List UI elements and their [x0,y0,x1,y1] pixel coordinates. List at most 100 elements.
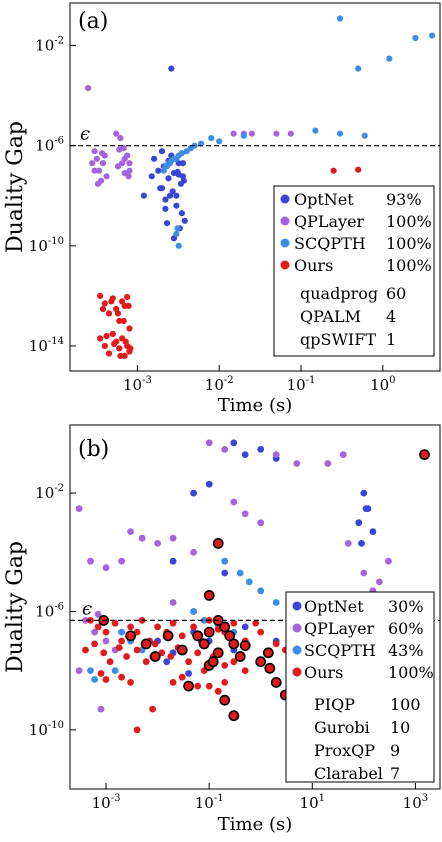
point-optnet-12 [169,557,177,565]
point-ours-20 [116,345,123,352]
panel-b: ϵ (b) 10-3 10-1 101 103 10-10 10-6 10-2 Time … [3,424,441,835]
point-qplayer-0 [85,85,92,92]
x-tick-label-3: 100 [370,375,395,394]
point-ours-outlined-9 [207,656,219,668]
solver-b-row-3-value: 9 [390,741,400,760]
point-ours-outlined-24 [262,647,274,659]
legend-a-scqpth-percent: 100% [386,234,432,253]
point-optnet-10 [173,202,180,209]
point-qplayer-9 [205,439,213,447]
point-scqpth-5 [312,127,319,134]
point-scqpth-27 [175,242,182,249]
panel-b-legend-box [285,591,435,783]
point-ours-9 [154,623,162,631]
point-qplayer-26 [248,130,255,137]
solver-a-row-1-value: 60 [386,284,406,303]
point-ours-38 [97,670,105,677]
x-tick-label-0: 10-3 [123,375,152,394]
point-ours-28 [151,640,159,648]
point-ours-outlined-14 [228,638,240,650]
panel-a-x-axis-label: Time (s) [218,395,293,416]
x-tick-label-1: 10-1 [195,793,224,812]
point-qplayer-7 [169,534,177,542]
panel-b-y-ticks: 10-10 10-6 10-2 [29,483,76,739]
point-optnet-2 [230,439,238,447]
point-optnet-17 [241,623,249,631]
point-ours-26 [133,646,141,654]
point-optnet-8 [355,519,363,527]
point-ours-outlined-15 [234,651,246,662]
legend-a-qplayer-marker [280,216,290,226]
point-optnet-0 [190,489,198,497]
legend-a-ours-percent: 100% [386,256,432,275]
point-scqpth-3 [386,55,393,62]
point-ours-outlined-6 [192,630,204,642]
point-optnet-1 [205,480,213,488]
point-optnet-7 [165,175,172,182]
point-scqpth-2 [429,32,436,39]
point-scqpth-21 [111,667,119,674]
point-ours-42 [169,679,177,686]
point-qplayer-21 [114,163,122,170]
point-optnet-4 [155,167,162,174]
point-qplayer-28 [102,637,110,645]
point-optnet-0 [168,65,175,72]
point-optnet-11 [362,505,370,512]
point-optnet-3 [151,155,158,162]
panel-a-frame [69,2,441,372]
point-optnet-29 [179,160,186,167]
point-qplayer-19 [360,569,368,577]
x-tick-label-2: 10-1 [287,375,316,394]
panel-a-legend-box [273,185,435,357]
solver-b-row-1-name: PIQP [314,695,355,714]
point-scqpth-4 [355,65,362,72]
legend-b-ours-marker [292,667,302,677]
point-scqpth-14 [183,148,190,155]
point-optnet-4 [257,446,265,453]
point-qplayer-22 [385,557,392,565]
point-qplayer-12 [241,510,249,518]
legend-a-optnet-name: OptNet [294,190,354,209]
panel-b-epsilon-label: ϵ [82,598,92,619]
point-ours-outlined-28 [419,449,430,460]
legend-b-optnet-marker [292,601,302,611]
point-ours-23 [106,658,114,666]
point-ours-5 [127,623,134,631]
legend-a-qplayer-percent: 100% [386,212,432,231]
point-ours-43 [205,682,213,690]
legend-b-qplayer-name: QPLayer [304,619,375,638]
point-optnet-10 [358,540,365,547]
point-qplayer-11 [230,498,238,506]
point-scqpth-15 [118,628,125,636]
point-ours-21 [91,640,98,648]
point-qplayer-3 [118,557,125,565]
point-qplayer-17 [339,451,347,458]
solver-a-row-2-name: QPALM [300,307,361,326]
point-scqpth-10 [208,135,215,142]
panel-b-legend: OptNet 30% QPLayer 60% SCQPTH 43% Ours 1… [285,591,435,783]
point-ours-46 [178,673,186,681]
legend-b-scqpth-marker [292,645,302,655]
point-qplayer-15 [293,460,301,467]
point-ours-outlined-21 [203,590,215,601]
point-scqpth-20 [91,676,98,683]
x-tick-label-1: 10-2 [205,375,234,394]
point-qplayer-32 [75,667,83,674]
point-qplayer-27 [91,628,98,636]
point-ours-outlined-17 [212,647,224,659]
point-optnet-2 [148,173,155,180]
x-tick-label-0: 10-3 [92,793,121,812]
point-optnet-23 [185,670,193,677]
panel-b-frame [69,424,441,790]
point-optnet-23 [178,210,185,217]
point-ours-25 [103,332,110,340]
point-ours-outlined-25 [264,662,276,674]
point-optnet-30 [162,196,169,203]
point-scqpth-10 [190,608,198,615]
solver-a-row-3-name: qpSWIFT [300,330,376,349]
point-ours-18 [109,330,116,338]
point-ours-20 [82,646,89,654]
point-ours-12 [178,632,186,640]
point-optnet-13 [221,569,229,577]
